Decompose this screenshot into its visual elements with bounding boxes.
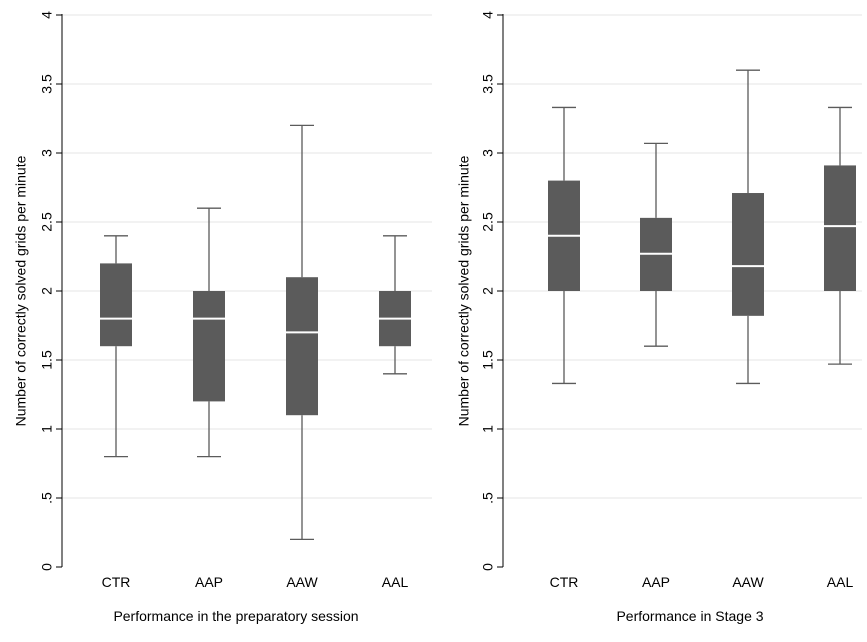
y-tick-label: 3 (39, 149, 55, 157)
y-axis-title: Number of correctly solved grids per min… (13, 155, 29, 426)
y-axis-title: Number of correctly solved grids per min… (456, 155, 472, 426)
box-aap (193, 291, 225, 402)
y-tick-label: 2 (480, 287, 496, 295)
box-ctr (100, 263, 132, 347)
category-label: AAP (642, 574, 670, 590)
category-label: AAL (382, 574, 409, 590)
y-tick-label: 2 (39, 287, 55, 295)
category-label: CTR (102, 574, 131, 590)
y-tick-label: 1.5 (480, 350, 496, 370)
y-tick-label: 2.5 (39, 212, 55, 232)
category-label: AAP (195, 574, 223, 590)
y-tick-label: .5 (480, 492, 496, 504)
y-tick-label: 2.5 (480, 212, 496, 232)
category-label: AAW (286, 574, 318, 590)
y-tick-label: 1.5 (39, 350, 55, 370)
y-tick-label: 3.5 (39, 74, 55, 94)
y-tick-label: 4 (480, 11, 496, 19)
y-tick-label: 1 (39, 425, 55, 433)
box-aal (824, 165, 856, 291)
y-tick-label: 4 (39, 11, 55, 19)
y-tick-label: 0 (480, 563, 496, 571)
category-label: CTR (550, 574, 579, 590)
y-tick-label: 1 (480, 425, 496, 433)
category-label: AAW (732, 574, 764, 590)
y-tick-label: .5 (39, 492, 55, 504)
box-aaw (286, 277, 318, 416)
y-tick-label: 0 (39, 563, 55, 571)
x-axis-title: Performance in the preparatory session (113, 608, 358, 624)
category-label: AAL (827, 574, 854, 590)
y-tick-label: 3 (480, 149, 496, 157)
x-axis-title: Performance in Stage 3 (616, 608, 763, 624)
y-tick-label: 3.5 (480, 74, 496, 94)
box-aaw (732, 193, 764, 316)
